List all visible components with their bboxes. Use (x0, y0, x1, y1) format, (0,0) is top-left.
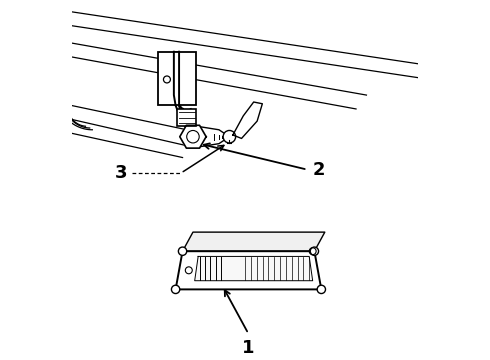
Circle shape (223, 130, 236, 143)
Polygon shape (180, 125, 206, 148)
Circle shape (178, 247, 187, 255)
Bar (177, 109, 196, 126)
Text: 1: 1 (242, 339, 255, 357)
Polygon shape (233, 102, 262, 139)
Circle shape (317, 285, 325, 293)
Polygon shape (201, 127, 228, 147)
Polygon shape (195, 256, 313, 281)
Text: 2: 2 (313, 161, 325, 179)
Polygon shape (158, 52, 196, 105)
Polygon shape (183, 232, 325, 251)
Polygon shape (175, 251, 321, 289)
Text: 3: 3 (115, 164, 128, 182)
Circle shape (310, 247, 318, 255)
Circle shape (172, 285, 180, 293)
